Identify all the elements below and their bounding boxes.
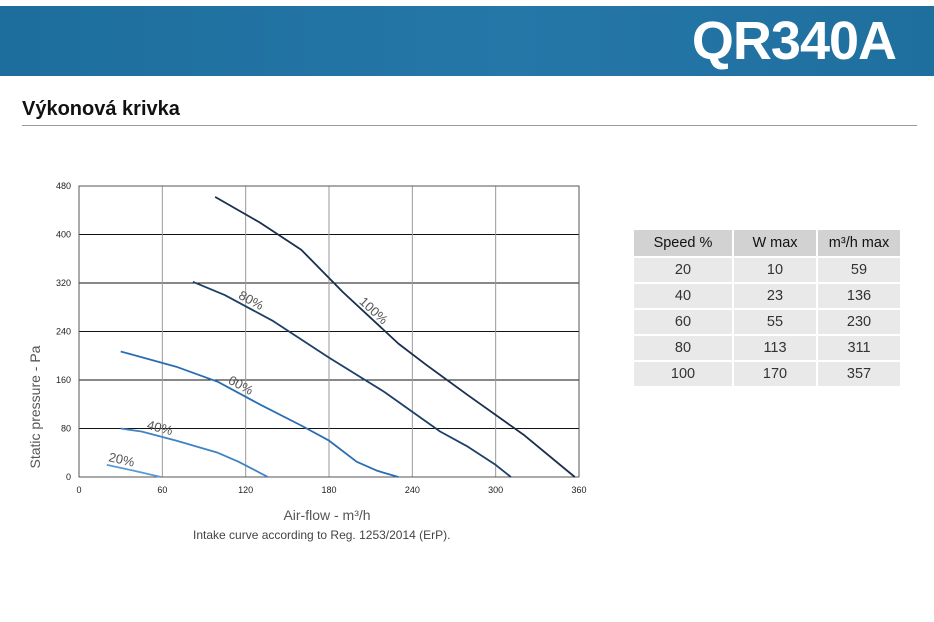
y-tick-label: 80 [61, 424, 71, 434]
series-line [214, 196, 576, 478]
model-title: QR340A [691, 11, 897, 71]
performance-chart: 0 80 160 240 320 400 480 0 60 120 180 240 300 360 20% 4… [27, 181, 587, 523]
x-tick-label: 0 [76, 485, 81, 495]
table-row: 100 170 357 [634, 362, 900, 388]
table-cell: 40 [634, 284, 734, 310]
header-m3h-max: m³/h max [818, 230, 900, 258]
table-row: 20 10 59 [634, 258, 900, 284]
series-label: 20% [107, 449, 136, 469]
table-cell: 60 [634, 310, 734, 336]
y-tick-label: 240 [56, 327, 71, 337]
y-tick-label: 400 [56, 230, 71, 240]
table-cell: 100 [634, 362, 734, 388]
header-speed: Speed % [634, 230, 734, 258]
table-cell: 136 [818, 284, 900, 310]
y-axis-label: Static pressure - Pa [27, 345, 43, 468]
chart-series [106, 196, 576, 478]
x-axis-label: Air-flow - m³/h [283, 507, 370, 523]
table-cell: 170 [734, 362, 818, 388]
table-cell: 55 [734, 310, 818, 336]
plot-frame [78, 185, 580, 478]
table-cell: 80 [634, 336, 734, 362]
table-row: 80 113 311 [634, 336, 900, 362]
section-divider [22, 125, 917, 126]
spec-table: Speed % W max m³/h max 20 10 59 40 23 13… [634, 230, 900, 388]
series-line [192, 280, 512, 478]
table-cell: 59 [818, 258, 900, 284]
table-header-row: Speed % W max m³/h max [634, 230, 900, 258]
table-cell: 357 [818, 362, 900, 388]
y-tick-label: 0 [66, 472, 71, 482]
table-cell: 20 [634, 258, 734, 284]
x-tick-label: 300 [488, 485, 503, 495]
chart-labels: 0 80 160 240 320 400 480 0 60 120 180 240 300 360 20% 4… [56, 181, 587, 495]
series-line [120, 427, 269, 478]
chart-grid [78, 185, 580, 478]
series-label: 40% [146, 417, 175, 438]
table-row: 60 55 230 [634, 310, 900, 336]
section-title: Výkonová krivka [22, 98, 180, 120]
y-tick-label: 320 [56, 278, 71, 288]
table-cell: 10 [734, 258, 818, 284]
x-tick-label: 120 [238, 485, 253, 495]
chart-caption: Intake curve according to Reg. 1253/2014… [193, 528, 451, 542]
header-w-max: W max [734, 230, 818, 258]
table-cell: 230 [818, 310, 900, 336]
x-tick-label: 60 [157, 485, 167, 495]
y-tick-label: 480 [56, 181, 71, 191]
table-cell: 113 [734, 336, 818, 362]
x-tick-label: 240 [405, 485, 420, 495]
header-bar: QR340A [0, 6, 934, 76]
x-tick-label: 180 [321, 485, 336, 495]
series-line [120, 350, 399, 478]
series-line [106, 464, 162, 478]
table-cell: 311 [818, 336, 900, 362]
table-row: 40 23 136 [634, 284, 900, 310]
x-tick-label: 360 [571, 485, 586, 495]
y-tick-label: 160 [56, 375, 71, 385]
table-cell: 23 [734, 284, 818, 310]
